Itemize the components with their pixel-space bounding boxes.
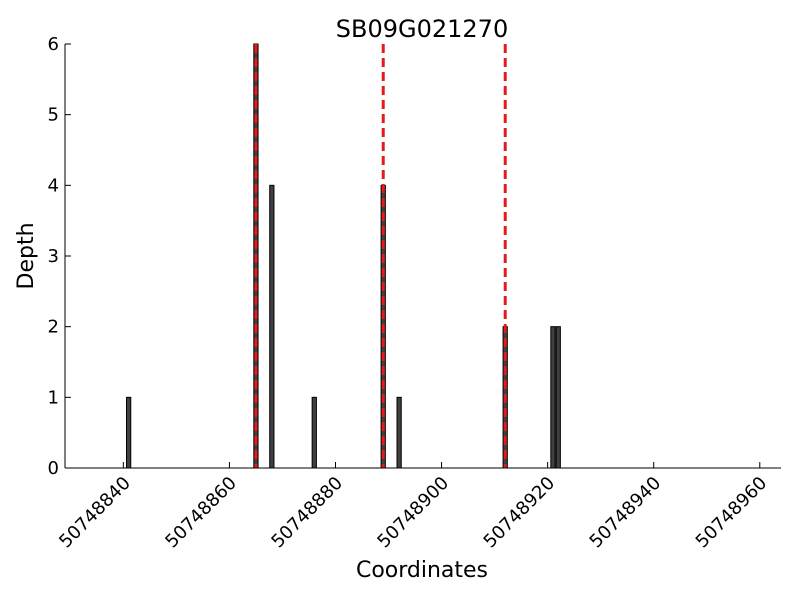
bar: [269, 184, 275, 469]
y-tick-label: 0: [48, 458, 59, 479]
y-tick-label: 1: [48, 387, 59, 408]
y-tick-label: 3: [48, 246, 59, 267]
x-tick-label: 50748960: [692, 473, 772, 553]
bar: [396, 396, 402, 469]
y-axis-label: Depth: [14, 222, 39, 289]
x-tick-label: 50748840: [55, 473, 135, 553]
bar: [126, 396, 132, 469]
x-tick-label: 50748940: [586, 473, 666, 553]
y-tick-label: 5: [48, 105, 59, 126]
y-tick-label: 4: [48, 175, 59, 196]
x-axis-label: Coordinates: [356, 558, 488, 583]
chart-title: SB09G021270: [336, 15, 508, 43]
x-tick-label: 50748900: [373, 473, 453, 553]
bar: [555, 326, 561, 469]
bar: [789, 397, 793, 468]
x-tick-label: 50748920: [480, 473, 560, 553]
bar: [311, 396, 317, 469]
plot-area: 0 1 2 3 4 5 6 50748840 50748860 50748880 50748900 5…: [48, 34, 793, 553]
y-tick-label: 6: [48, 34, 59, 55]
x-tick-label: 50748860: [161, 473, 241, 553]
x-tick-label: 50748880: [267, 473, 347, 553]
y-tick-label: 2: [48, 317, 59, 338]
bar-group: [126, 43, 793, 469]
bar: [550, 326, 556, 469]
